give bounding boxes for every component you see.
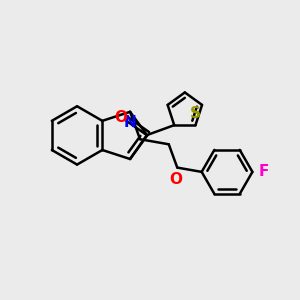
Text: F: F: [258, 164, 268, 179]
Text: O: O: [114, 110, 127, 125]
Text: O: O: [169, 172, 182, 187]
Text: N: N: [124, 115, 136, 130]
Text: S: S: [190, 106, 201, 121]
